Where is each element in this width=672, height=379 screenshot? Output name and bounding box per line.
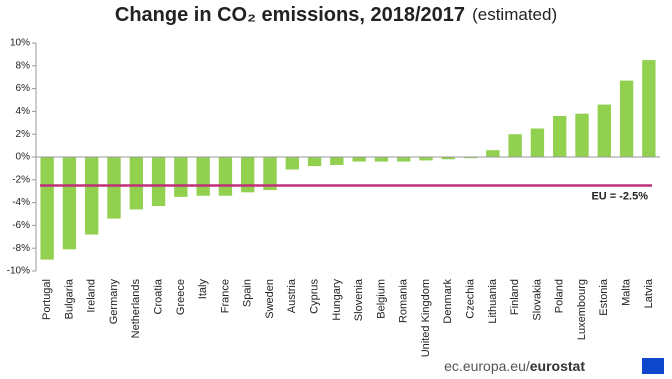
bar xyxy=(374,157,389,162)
bar xyxy=(151,157,166,207)
x-tick-label: Germany xyxy=(108,279,120,325)
x-tick-label: Lithuania xyxy=(487,278,499,324)
y-tick-label: 4% xyxy=(16,106,31,117)
x-tick-label: Finland xyxy=(509,279,521,315)
bar xyxy=(397,157,411,162)
y-tick-label: 2% xyxy=(16,129,31,140)
x-tick-label: Bulgaria xyxy=(63,278,75,319)
y-tick-label: 10% xyxy=(10,38,30,49)
chart-title: Change in CO₂ emissions, 2018/2017 xyxy=(115,4,465,26)
x-tick-label: Belgium xyxy=(375,279,387,319)
bar xyxy=(196,157,210,196)
bar xyxy=(463,157,478,159)
y-tick-label: 6% xyxy=(16,83,31,94)
x-tick-label: Austria xyxy=(286,278,298,313)
x-tick-label: Portugal xyxy=(41,279,53,320)
bar xyxy=(307,157,322,167)
y-tick-label: 8% xyxy=(16,60,31,71)
bar xyxy=(619,80,634,157)
y-tick-label: 0% xyxy=(16,152,31,163)
x-tick-label: Cyprus xyxy=(308,279,320,314)
x-tick-label: Estonia xyxy=(598,278,610,316)
x-tick-label: Hungary xyxy=(331,279,343,321)
y-tick-label: -2% xyxy=(12,174,30,185)
x-tick-label: Sweden xyxy=(264,279,276,319)
bar xyxy=(530,128,545,157)
y-tick-label: -10% xyxy=(7,266,30,277)
bar xyxy=(597,104,611,157)
bar xyxy=(107,157,121,219)
bar xyxy=(553,115,567,157)
x-tick-label: Ireland xyxy=(86,279,98,313)
x-tick-label: Spain xyxy=(242,279,254,307)
y-tick-label: -4% xyxy=(12,197,30,208)
bar xyxy=(62,157,77,250)
reference-label: EU = -2.5% xyxy=(591,190,648,202)
bar xyxy=(174,157,188,197)
bar xyxy=(441,157,455,160)
x-tick-label: Croatia xyxy=(152,278,164,314)
chart-subtitle: (estimated) xyxy=(472,5,557,24)
x-tick-label: Slovenia xyxy=(353,278,365,321)
bar xyxy=(40,157,54,260)
bar xyxy=(285,157,299,170)
bar xyxy=(330,157,344,165)
x-tick-label: Greece xyxy=(175,279,187,315)
x-tick-label: Slovakia xyxy=(531,278,543,320)
x-tick-label: Denmark xyxy=(442,279,454,324)
x-tick-label: Romania xyxy=(398,278,410,323)
bar xyxy=(575,113,589,157)
bar xyxy=(508,134,522,157)
x-tick-label: Czechia xyxy=(464,278,476,319)
eu-flag xyxy=(642,358,664,374)
bar xyxy=(241,157,255,193)
y-tick-label: -8% xyxy=(12,243,30,254)
bar xyxy=(129,157,143,210)
source: ec.europa.eu/eurostat xyxy=(444,358,585,374)
x-tick-label: France xyxy=(219,279,231,313)
x-tick-label: Italy xyxy=(197,279,209,300)
bar xyxy=(486,150,500,157)
bar xyxy=(85,157,99,235)
chart-title-group: Change in CO₂ emissions, 2018/2017 (esti… xyxy=(115,4,557,26)
bar xyxy=(642,60,656,157)
x-tick-label: Luxembourg xyxy=(576,279,588,340)
x-tick-label: Netherlands xyxy=(130,279,142,339)
bar xyxy=(352,157,366,162)
bar xyxy=(419,157,433,161)
source-brand: eurostat xyxy=(530,358,586,374)
bar xyxy=(263,157,277,191)
x-tick-label: Latvia xyxy=(643,278,655,308)
y-tick-label: -6% xyxy=(12,220,30,231)
bar xyxy=(218,157,233,196)
x-tick-label: United Kingdom xyxy=(420,279,432,357)
source-url: ec.europa.eu/ xyxy=(444,358,530,374)
x-tick-label: Poland xyxy=(554,279,566,313)
x-tick-label: Malta xyxy=(620,278,632,306)
